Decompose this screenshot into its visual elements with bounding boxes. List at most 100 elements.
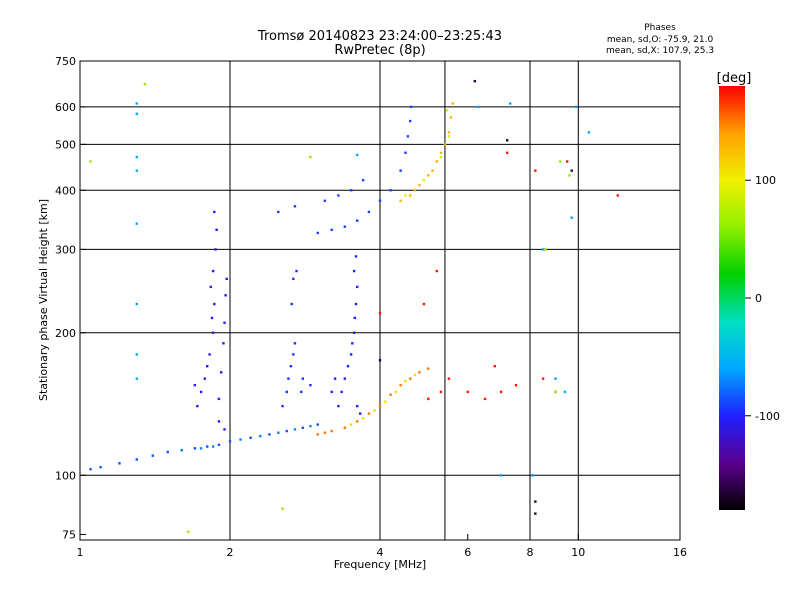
data-point bbox=[211, 445, 215, 448]
data-point bbox=[225, 277, 228, 281]
data-point bbox=[427, 174, 430, 177]
data-point bbox=[205, 445, 209, 448]
y-tick-label: 400 bbox=[55, 184, 76, 197]
data-point bbox=[389, 393, 392, 396]
data-point bbox=[514, 383, 518, 387]
data-point bbox=[219, 371, 223, 374]
y-tick-label: 750 bbox=[55, 55, 76, 68]
data-point bbox=[354, 302, 358, 306]
data-point bbox=[534, 500, 537, 503]
data-point bbox=[451, 102, 455, 105]
x-tick-label: 4 bbox=[377, 546, 384, 559]
data-point bbox=[343, 377, 347, 380]
data-point bbox=[351, 342, 354, 345]
y-tick-label: 500 bbox=[55, 138, 76, 151]
data-point bbox=[323, 199, 327, 202]
data-point bbox=[349, 423, 353, 426]
data-point bbox=[349, 189, 353, 192]
data-point bbox=[399, 199, 402, 202]
data-point bbox=[135, 353, 138, 356]
data-point bbox=[277, 210, 280, 214]
data-point bbox=[422, 179, 426, 182]
data-point bbox=[151, 454, 155, 457]
colorbar-label: [deg] bbox=[717, 71, 752, 86]
data-point bbox=[384, 400, 387, 403]
data-point bbox=[541, 377, 545, 380]
data-point bbox=[224, 294, 227, 297]
data-point bbox=[445, 109, 449, 112]
data-point bbox=[541, 248, 545, 251]
data-point bbox=[316, 423, 319, 426]
data-point bbox=[203, 377, 206, 380]
data-point bbox=[193, 447, 197, 450]
data-point bbox=[196, 404, 199, 408]
x-tick-label: 16 bbox=[673, 546, 687, 559]
data-point bbox=[293, 205, 297, 208]
data-point bbox=[343, 225, 347, 228]
data-point bbox=[217, 397, 221, 401]
stats-line-o: mean, sd,O: -75.9, 21.0 bbox=[607, 35, 714, 45]
data-point bbox=[293, 342, 297, 345]
data-point bbox=[574, 105, 578, 109]
data-point bbox=[616, 194, 619, 197]
data-point bbox=[143, 82, 147, 86]
data-point bbox=[239, 438, 242, 441]
data-point bbox=[330, 390, 333, 394]
data-point bbox=[223, 321, 226, 324]
data-point bbox=[431, 169, 434, 172]
data-point bbox=[301, 377, 305, 380]
data-point bbox=[337, 404, 340, 408]
phase-colorbar: [deg] 100 0 -100 bbox=[717, 71, 780, 510]
data-point bbox=[378, 359, 382, 362]
x-tick-label: 1 bbox=[77, 546, 84, 559]
data-point bbox=[285, 429, 288, 433]
data-point bbox=[570, 169, 573, 172]
data-point bbox=[473, 79, 477, 83]
x-tick-label: 8 bbox=[527, 546, 534, 559]
data-point bbox=[135, 169, 138, 172]
y-tick-label: 300 bbox=[55, 243, 76, 256]
data-point bbox=[534, 512, 537, 515]
colorbar-tick-label: 0 bbox=[755, 292, 762, 305]
data-point bbox=[309, 155, 312, 159]
data-point bbox=[447, 131, 451, 134]
data-point bbox=[447, 377, 451, 380]
data-point bbox=[406, 135, 410, 138]
data-point bbox=[568, 174, 571, 177]
data-point bbox=[135, 102, 138, 105]
y-axis-label: Stationary phase Virtual Height [km] bbox=[37, 199, 50, 401]
data-point bbox=[135, 302, 138, 306]
data-point bbox=[354, 255, 358, 258]
data-point bbox=[211, 331, 215, 334]
data-point bbox=[404, 194, 407, 197]
data-point bbox=[563, 390, 567, 394]
data-point bbox=[399, 383, 402, 387]
stats-heading: Phases bbox=[644, 23, 676, 33]
data-point bbox=[439, 390, 443, 394]
chart-subtitle: RwPretec (8p) bbox=[334, 43, 425, 58]
data-point bbox=[208, 353, 211, 356]
data-point bbox=[346, 364, 350, 368]
data-point bbox=[355, 219, 359, 222]
data-point bbox=[570, 216, 573, 219]
data-point bbox=[378, 311, 382, 315]
y-tick-label: 75 bbox=[62, 528, 76, 541]
data-point bbox=[413, 373, 417, 377]
data-point bbox=[427, 397, 430, 401]
data-point bbox=[355, 285, 359, 289]
data-point bbox=[118, 462, 121, 465]
data-point bbox=[493, 364, 497, 368]
data-point bbox=[404, 380, 407, 383]
data-point bbox=[89, 468, 92, 471]
data-point bbox=[268, 433, 271, 436]
data-point bbox=[559, 160, 562, 163]
data-point bbox=[295, 269, 298, 273]
colorbar-tick-label: 100 bbox=[755, 174, 776, 187]
data-point bbox=[435, 160, 438, 163]
data-point bbox=[330, 429, 333, 433]
data-point bbox=[389, 189, 392, 192]
data-point bbox=[534, 169, 537, 172]
data-point bbox=[223, 428, 226, 431]
